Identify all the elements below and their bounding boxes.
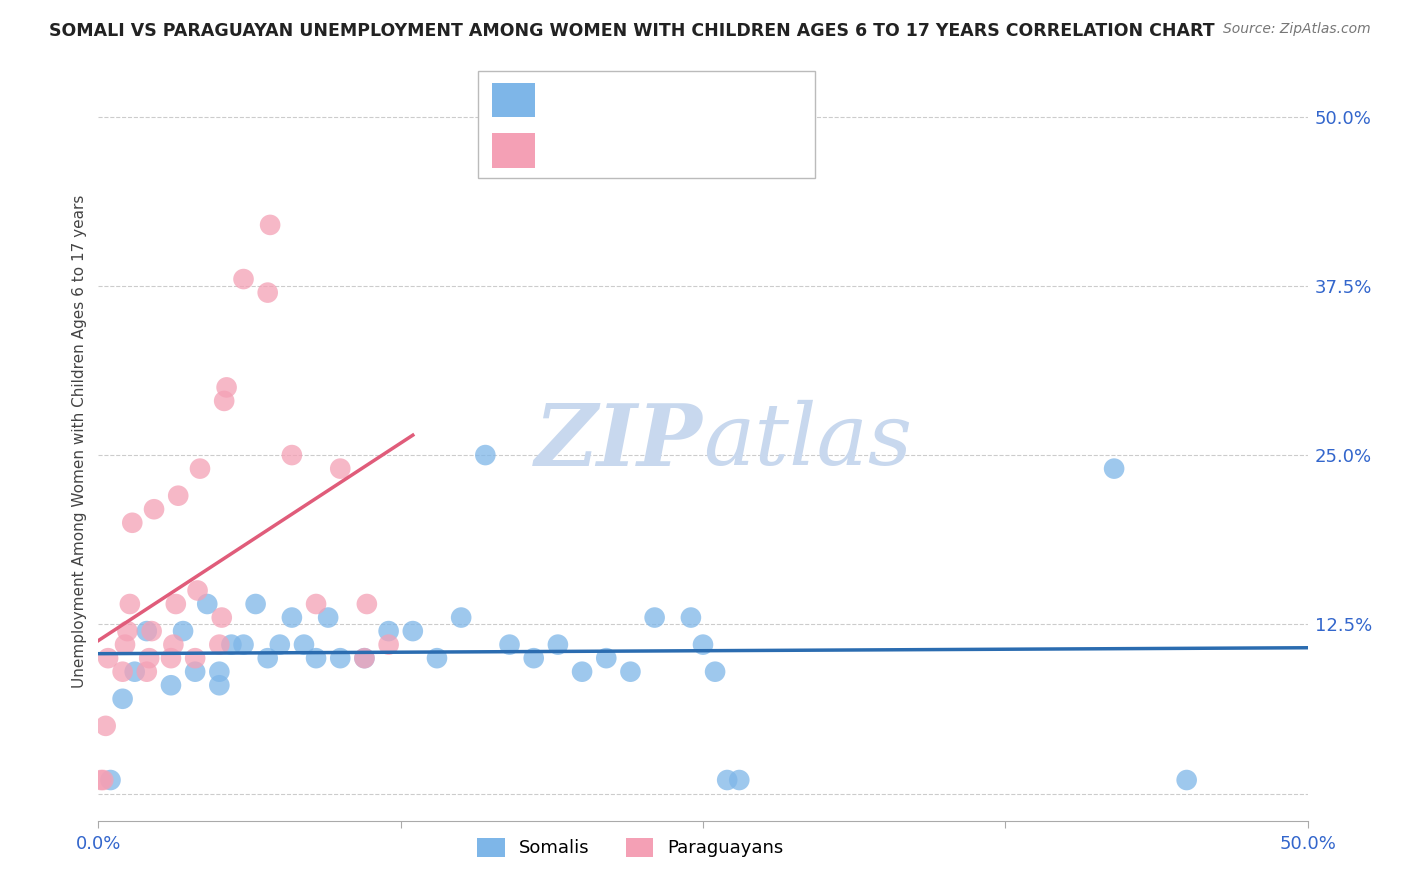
- Point: [498, 638, 520, 652]
- Point: [450, 610, 472, 624]
- Point: [94, 719, 117, 733]
- Point: [195, 597, 218, 611]
- Point: [259, 218, 281, 232]
- Point: [256, 285, 278, 300]
- Point: [91, 772, 114, 787]
- Point: [377, 638, 399, 652]
- Point: [245, 597, 267, 611]
- Point: [356, 597, 378, 611]
- Point: [281, 610, 304, 624]
- Text: R = 0.397   N = 40: R = 0.397 N = 40: [553, 91, 737, 109]
- Point: [1175, 772, 1198, 787]
- Point: [160, 678, 183, 692]
- Point: [281, 448, 304, 462]
- Point: [619, 665, 641, 679]
- Point: [172, 624, 194, 639]
- Point: [644, 610, 666, 624]
- Point: [184, 651, 207, 665]
- Text: SOMALI VS PARAGUAYAN UNEMPLOYMENT AMONG WOMEN WITH CHILDREN AGES 6 TO 17 YEARS C: SOMALI VS PARAGUAYAN UNEMPLOYMENT AMONG …: [49, 22, 1215, 40]
- Point: [269, 638, 291, 652]
- Point: [329, 651, 352, 665]
- Point: [90, 772, 112, 787]
- Point: [305, 597, 328, 611]
- Point: [704, 665, 727, 679]
- Point: [595, 651, 617, 665]
- Text: Source: ZipAtlas.com: Source: ZipAtlas.com: [1223, 22, 1371, 37]
- Point: [215, 380, 238, 394]
- Point: [208, 665, 231, 679]
- Text: R = 0.592   N = 33: R = 0.592 N = 33: [553, 142, 737, 160]
- Point: [571, 665, 593, 679]
- Point: [316, 610, 339, 624]
- Point: [208, 678, 231, 692]
- Point: [121, 516, 143, 530]
- Point: [692, 638, 714, 652]
- Point: [138, 651, 160, 665]
- Point: [141, 624, 163, 639]
- Point: [353, 651, 375, 665]
- Point: [523, 651, 546, 665]
- Point: [377, 624, 399, 639]
- Point: [135, 624, 157, 639]
- Point: [184, 665, 207, 679]
- Point: [111, 691, 134, 706]
- Point: [162, 638, 184, 652]
- Point: [716, 772, 738, 787]
- FancyBboxPatch shape: [478, 71, 815, 178]
- Point: [188, 461, 211, 475]
- Point: [117, 624, 139, 639]
- Point: [143, 502, 166, 516]
- Text: ZIP: ZIP: [536, 400, 703, 483]
- Point: [1102, 461, 1125, 475]
- Point: [305, 651, 328, 665]
- FancyBboxPatch shape: [492, 134, 536, 168]
- Point: [167, 489, 190, 503]
- Point: [232, 638, 254, 652]
- Point: [211, 610, 233, 624]
- Point: [114, 638, 136, 652]
- Point: [232, 272, 254, 286]
- Point: [426, 651, 449, 665]
- Y-axis label: Unemployment Among Women with Children Ages 6 to 17 years: Unemployment Among Women with Children A…: [72, 194, 87, 689]
- Point: [187, 583, 209, 598]
- FancyBboxPatch shape: [492, 83, 536, 118]
- Point: [165, 597, 187, 611]
- Point: [292, 638, 315, 652]
- Point: [402, 624, 425, 639]
- Point: [111, 665, 134, 679]
- Text: atlas: atlas: [703, 401, 912, 483]
- Point: [353, 651, 375, 665]
- Point: [124, 665, 146, 679]
- Point: [329, 461, 352, 475]
- Point: [547, 638, 569, 652]
- Point: [221, 638, 243, 652]
- Point: [728, 772, 751, 787]
- Point: [679, 610, 702, 624]
- Point: [160, 651, 183, 665]
- Point: [212, 393, 235, 408]
- Point: [118, 597, 141, 611]
- Point: [135, 665, 157, 679]
- Point: [208, 638, 231, 652]
- Point: [97, 651, 120, 665]
- Legend: Somalis, Paraguayans: Somalis, Paraguayans: [470, 830, 790, 864]
- Point: [474, 448, 496, 462]
- Point: [100, 772, 122, 787]
- Point: [256, 651, 278, 665]
